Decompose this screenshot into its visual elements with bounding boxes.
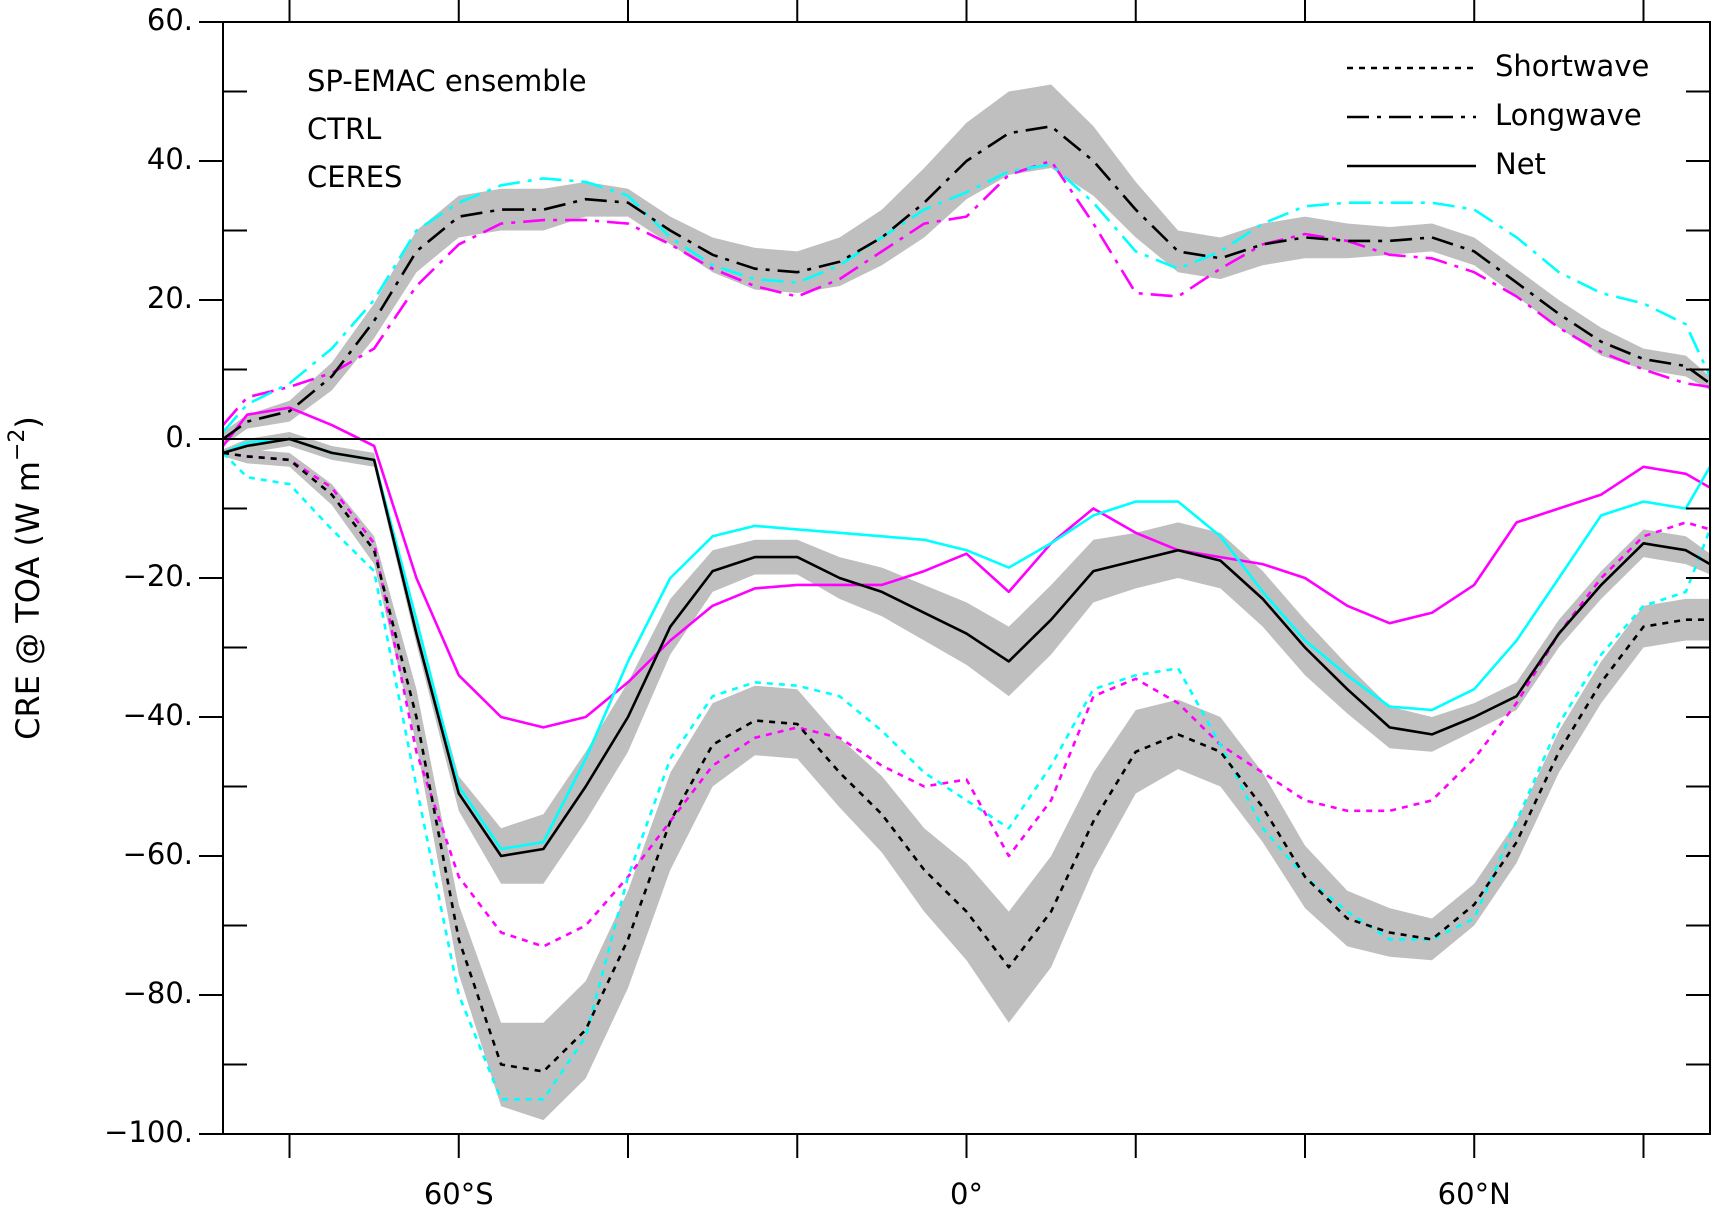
- y-tick-label: −100.: [104, 1115, 193, 1149]
- legend-dataset: CERES: [307, 160, 402, 194]
- data-line: [222, 159, 1711, 426]
- spread-band: [223, 84, 1710, 446]
- x-tick-label: 60°S: [424, 1177, 494, 1211]
- legend-dataset: SP-EMAC ensemble: [307, 64, 587, 98]
- x-tick-label: 0°: [950, 1177, 983, 1211]
- y-tick-label: −80.: [123, 976, 193, 1010]
- y-axis-label: CRE @ TOA (W m−2): [5, 416, 47, 740]
- y-tick-label: 0.: [165, 420, 193, 454]
- data-line: [222, 163, 1712, 433]
- y-axis-label-end: ): [9, 416, 47, 428]
- lines: [221, 125, 1712, 1101]
- x-tick-label: 60°N: [1438, 1177, 1511, 1211]
- data-line: [221, 406, 1711, 729]
- y-tick-label: 40.: [147, 142, 193, 176]
- data-line: [222, 451, 1710, 1073]
- y-tick-label: −20.: [123, 559, 193, 593]
- y-tick-label: −40.: [123, 698, 193, 732]
- y-tick-label: −60.: [123, 837, 193, 871]
- y-tick-label: 20.: [147, 281, 193, 315]
- legend-component: Longwave: [1495, 98, 1642, 132]
- data-line: [222, 437, 1711, 858]
- legend-component: Net: [1495, 147, 1546, 181]
- data-line: [222, 125, 1711, 441]
- legend-dataset: CTRL: [307, 112, 381, 146]
- axes: 60. 40. 20. 0. −20. −40. −60. −80. −100. 60°S 0° 60…: [104, 0, 1711, 1211]
- y-axis-label-sup: −2: [5, 429, 30, 461]
- legend-component: Shortwave: [1495, 49, 1649, 83]
- data-line: [222, 437, 1712, 851]
- data-line: [222, 451, 1711, 948]
- y-tick-label: 60.: [147, 3, 193, 37]
- y-axis-label-main: CRE @ TOA (W m: [9, 461, 47, 740]
